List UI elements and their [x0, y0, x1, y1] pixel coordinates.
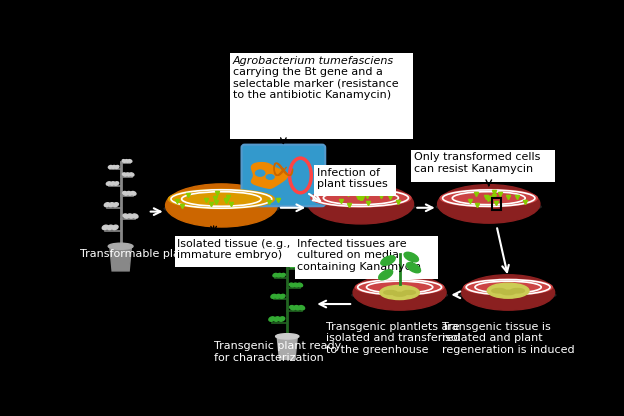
- Ellipse shape: [109, 203, 114, 207]
- Ellipse shape: [295, 251, 298, 254]
- Ellipse shape: [289, 251, 293, 254]
- Ellipse shape: [296, 265, 301, 268]
- Ellipse shape: [380, 285, 419, 300]
- Text: Transgenic plant ready
for characterization: Transgenic plant ready for characterizat…: [213, 341, 341, 363]
- Bar: [492, 198, 501, 210]
- Ellipse shape: [440, 189, 537, 207]
- Ellipse shape: [464, 279, 552, 295]
- Ellipse shape: [293, 265, 297, 268]
- Ellipse shape: [131, 191, 136, 195]
- Ellipse shape: [275, 295, 281, 298]
- Ellipse shape: [281, 273, 285, 277]
- Ellipse shape: [125, 160, 129, 162]
- Ellipse shape: [436, 202, 541, 212]
- Ellipse shape: [276, 334, 299, 339]
- Ellipse shape: [299, 306, 305, 310]
- Ellipse shape: [122, 173, 127, 176]
- Ellipse shape: [130, 173, 134, 176]
- Ellipse shape: [114, 182, 119, 185]
- Bar: [314, 166, 396, 196]
- Ellipse shape: [126, 173, 130, 176]
- Ellipse shape: [128, 160, 132, 162]
- Ellipse shape: [461, 291, 556, 300]
- Ellipse shape: [107, 225, 113, 230]
- Ellipse shape: [132, 214, 138, 218]
- Ellipse shape: [462, 275, 555, 310]
- Polygon shape: [277, 337, 297, 359]
- Ellipse shape: [275, 257, 279, 260]
- Text: Infection of
plant tissues: Infection of plant tissues: [317, 168, 388, 189]
- Text: Infected tissues are
cultured on media
containing Kanamycin: Infected tissues are cultured on media c…: [297, 238, 421, 272]
- Bar: [175, 236, 295, 267]
- Ellipse shape: [127, 191, 132, 195]
- Text: Transgenic plantlets are
isolated and transferred
to the greenhouse: Transgenic plantlets are isolated and tr…: [326, 322, 461, 355]
- Ellipse shape: [104, 203, 110, 207]
- Ellipse shape: [290, 283, 295, 287]
- Ellipse shape: [311, 189, 411, 207]
- Ellipse shape: [393, 292, 406, 296]
- Ellipse shape: [404, 252, 419, 262]
- Ellipse shape: [278, 257, 282, 260]
- Ellipse shape: [123, 191, 128, 195]
- Polygon shape: [251, 163, 288, 188]
- FancyBboxPatch shape: [241, 145, 325, 206]
- Ellipse shape: [353, 275, 446, 310]
- Ellipse shape: [295, 306, 300, 310]
- Ellipse shape: [279, 317, 285, 321]
- Ellipse shape: [112, 225, 118, 230]
- Ellipse shape: [437, 185, 540, 223]
- Ellipse shape: [273, 273, 278, 277]
- Ellipse shape: [290, 306, 295, 310]
- Ellipse shape: [307, 202, 415, 212]
- Ellipse shape: [352, 291, 447, 300]
- Ellipse shape: [115, 166, 119, 168]
- Ellipse shape: [164, 203, 278, 214]
- Ellipse shape: [274, 317, 280, 321]
- Ellipse shape: [102, 225, 109, 230]
- Ellipse shape: [271, 295, 276, 298]
- Ellipse shape: [110, 182, 115, 185]
- Ellipse shape: [122, 160, 126, 162]
- Text: Isolated tissue (e.g.,
immature embryo): Isolated tissue (e.g., immature embryo): [177, 238, 290, 260]
- Ellipse shape: [501, 290, 515, 295]
- Ellipse shape: [379, 270, 392, 280]
- Text: Only transformed cells
can resist Kanamycin: Only transformed cells can resist Kanamy…: [414, 152, 540, 174]
- Ellipse shape: [108, 243, 133, 249]
- Ellipse shape: [106, 182, 111, 185]
- Ellipse shape: [123, 214, 129, 218]
- Ellipse shape: [280, 295, 285, 298]
- Text: Transgenic tissue is
isolated and plant
regeneration is induced: Transgenic tissue is isolated and plant …: [442, 322, 575, 355]
- Ellipse shape: [510, 288, 524, 293]
- Ellipse shape: [112, 166, 115, 168]
- Ellipse shape: [487, 283, 529, 298]
- Ellipse shape: [356, 279, 444, 295]
- Ellipse shape: [128, 214, 134, 218]
- Ellipse shape: [381, 256, 395, 265]
- Text: Transformable plant: Transformable plant: [79, 249, 191, 259]
- Ellipse shape: [402, 290, 416, 295]
- Polygon shape: [110, 246, 132, 271]
- Text: carrying the Bt gene and a
selectable marker (resistance
to the antibiotic Kanam: carrying the Bt gene and a selectable ma…: [233, 67, 399, 100]
- Ellipse shape: [292, 251, 296, 254]
- Ellipse shape: [384, 290, 397, 295]
- Ellipse shape: [308, 184, 414, 224]
- Bar: [411, 150, 555, 182]
- Ellipse shape: [266, 175, 274, 179]
- Ellipse shape: [492, 288, 506, 293]
- Ellipse shape: [407, 262, 421, 273]
- Ellipse shape: [277, 273, 281, 277]
- Ellipse shape: [298, 283, 303, 287]
- Ellipse shape: [269, 317, 275, 321]
- Ellipse shape: [168, 189, 275, 209]
- Ellipse shape: [281, 257, 286, 260]
- Ellipse shape: [109, 166, 112, 168]
- Ellipse shape: [113, 203, 119, 207]
- Ellipse shape: [255, 170, 265, 176]
- Text: Agrobacterium tumefasciens: Agrobacterium tumefasciens: [233, 56, 394, 66]
- Bar: [230, 53, 413, 139]
- Ellipse shape: [289, 265, 293, 268]
- Ellipse shape: [165, 184, 277, 227]
- Bar: [295, 236, 439, 279]
- Ellipse shape: [293, 283, 298, 287]
